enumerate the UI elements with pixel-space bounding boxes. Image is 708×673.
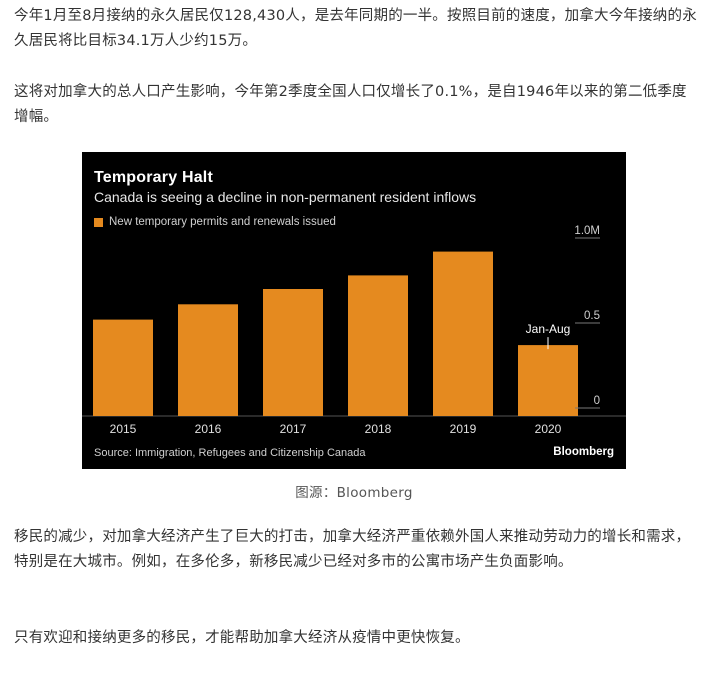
chart-legend: New temporary permits and renewals issue… bbox=[94, 216, 336, 228]
bar-2019 bbox=[433, 251, 493, 416]
bar-2018 bbox=[348, 275, 408, 416]
bar-2016 bbox=[178, 304, 238, 416]
x-tick-label: 2017 bbox=[280, 422, 307, 436]
legend-label: New temporary permits and renewals issue… bbox=[109, 216, 336, 228]
chart-subtitle: Canada is seeing a decline in non-perman… bbox=[94, 189, 477, 205]
annotation-label: Jan-Aug bbox=[526, 322, 571, 336]
x-tick-label: 2019 bbox=[450, 422, 477, 436]
figure-caption: 图源：Bloomberg bbox=[295, 485, 413, 501]
x-tick-label: 2015 bbox=[110, 422, 137, 436]
y-tick-label: 1.0M bbox=[574, 225, 600, 237]
y-tick-label: 0.5 bbox=[584, 310, 600, 322]
chart-title: Temporary Halt bbox=[94, 169, 213, 186]
bar-chart-figure: Temporary Halt Canada is seeing a declin… bbox=[82, 152, 626, 469]
x-tick-label: 2016 bbox=[195, 422, 222, 436]
paragraph-immigration-stats: 今年1月至8月接纳的永久居民仅128,430人，是去年同期的一半。按照目前的速度… bbox=[14, 8, 697, 49]
bar-2015 bbox=[93, 319, 153, 416]
x-tick-label: 2018 bbox=[365, 422, 392, 436]
bar-2020 bbox=[518, 345, 578, 416]
bloomberg-logo: Bloomberg bbox=[553, 446, 614, 458]
paragraph-conclusion: 只有欢迎和接纳更多的移民，才能帮助加拿大经济从疫情中更快恢复。 bbox=[14, 630, 470, 646]
chart-plot: 2015 2016 2017 2018 2019 2020 Jan-Aug 0 0.5 1.0M bbox=[82, 225, 626, 436]
paragraph-economic-impact: 移民的减少，对加拿大经济产生了巨大的打击，加拿大经济严重依赖外国人来推动劳动力的… bbox=[14, 529, 691, 570]
bar-2017 bbox=[263, 289, 323, 416]
chart-source: Source: Immigration, Refugees and Citize… bbox=[94, 447, 366, 459]
legend-swatch bbox=[94, 217, 103, 227]
x-tick-label: 2020 bbox=[535, 422, 562, 436]
paragraph-population-impact: 这将对加拿大的总人口产生影响，今年第2季度全国人口仅增长了0.1%，是自1946… bbox=[14, 84, 687, 125]
y-tick-label: 0 bbox=[594, 395, 600, 407]
